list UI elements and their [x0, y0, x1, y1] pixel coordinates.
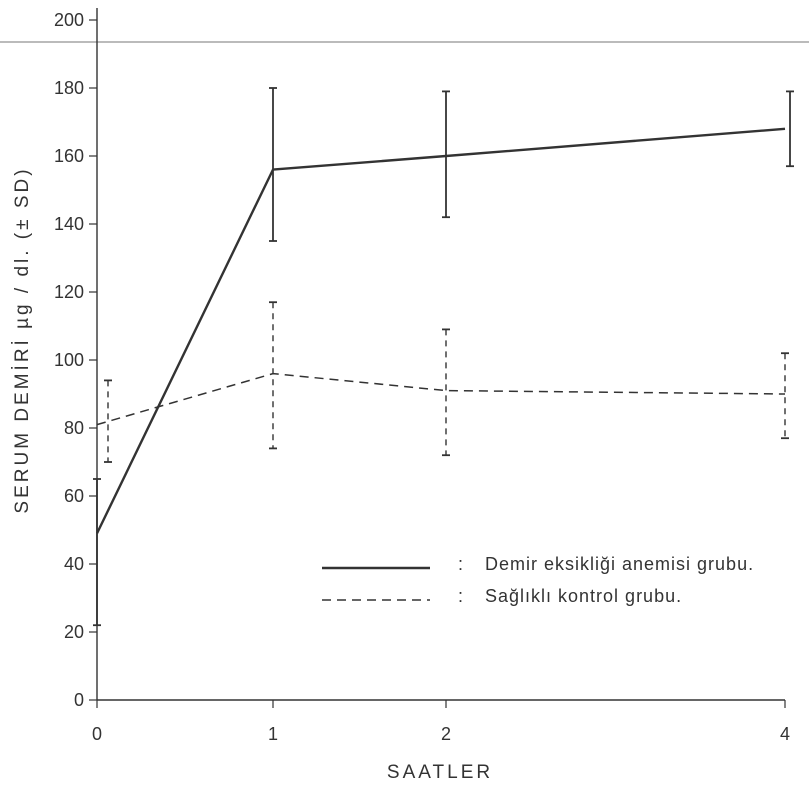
y-tick-label: 80 — [64, 418, 84, 438]
y-tick-label: 40 — [64, 554, 84, 574]
series-layer — [93, 87, 794, 627]
control-series-line — [96, 372, 786, 426]
x-tick-label: 4 — [780, 724, 790, 744]
anemia-series-line — [95, 127, 786, 534]
legend-label-anemia: Demir eksikliği anemisi grubu. — [485, 554, 754, 574]
y-tick-label: 0 — [74, 690, 84, 710]
y-axis-title: SERUM DEMİRİ µg / dl. (± SD) — [12, 166, 33, 513]
y-axis-ticks: 0 20 40 60 80 100 120 140 160 180 200 — [54, 10, 97, 710]
y-tick-label: 160 — [54, 146, 84, 166]
x-axis-title: SAATLER — [387, 762, 493, 783]
legend-separator: : — [458, 554, 464, 574]
y-tick-label: 100 — [54, 350, 84, 370]
x-tick-label: 0 — [92, 724, 102, 744]
x-tick-label: 2 — [441, 724, 451, 744]
legend-label-control: Sağlıklı kontrol grubu. — [485, 586, 682, 606]
y-tick-label: 120 — [54, 282, 84, 302]
x-axis-ticks: 0 1 2 4 — [92, 700, 790, 744]
y-tick-label: 180 — [54, 78, 84, 98]
y-tick-label: 60 — [64, 486, 84, 506]
y-tick-label: 200 — [54, 10, 84, 30]
legend-separator: : — [458, 586, 464, 606]
y-tick-label: 20 — [64, 622, 84, 642]
legend: : Demir eksikliği anemisi grubu. : Sağlı… — [322, 554, 754, 606]
x-tick-label: 1 — [268, 724, 278, 744]
y-tick-label: 140 — [54, 214, 84, 234]
